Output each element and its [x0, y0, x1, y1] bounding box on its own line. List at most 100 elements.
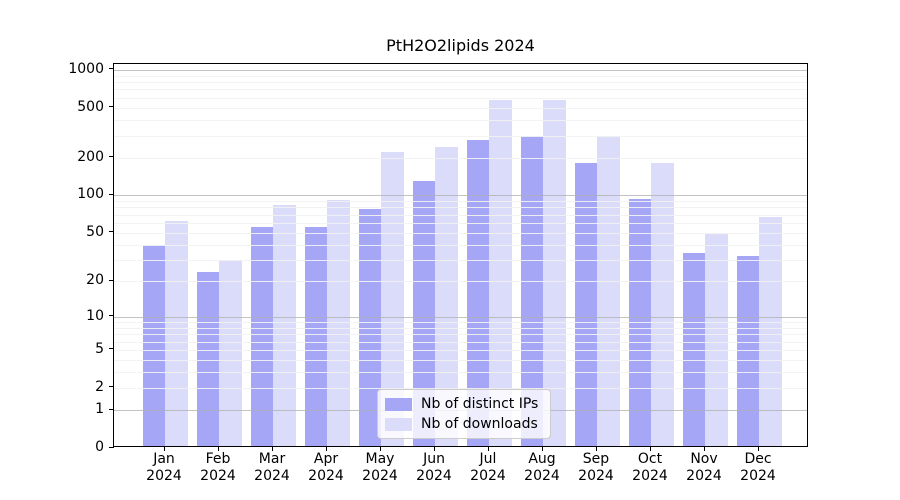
x-tick-label-may: May 2024: [362, 451, 398, 484]
plot-area: [113, 63, 808, 447]
x-tick-mark-aug: [541, 447, 543, 451]
bar-downloads-jan: [165, 220, 188, 446]
x-tick-mark-nov: [703, 447, 705, 451]
x-tick-mark-mar: [271, 447, 273, 451]
y-gridline-major-10: [114, 316, 807, 318]
legend-swatch-distinct-ips: [385, 397, 412, 411]
y-gridline-minor-9: [114, 321, 807, 323]
y-gridline-minor-2: [114, 387, 807, 389]
y-gridline-minor-8: [114, 327, 807, 329]
y-gridline-minor-600: [114, 97, 807, 99]
y-tick-label-5: 5: [95, 340, 104, 357]
y-gridline-minor-800: [114, 81, 807, 83]
bar-ips-sep: [574, 162, 597, 446]
y-gridline-minor-200: [114, 157, 807, 159]
y-gridline-major-1000: [114, 69, 807, 71]
y-gridline-minor-6: [114, 341, 807, 343]
bar-ips-aug: [520, 136, 543, 446]
y-tick-label-1: 1: [95, 401, 104, 417]
bar-ips-jan: [142, 245, 165, 446]
x-tick-label-jul: Jul 2024: [470, 451, 506, 484]
bar-downloads-jul: [489, 100, 512, 446]
y-tick-mark-0: [109, 446, 114, 448]
y-gridline-minor-900: [114, 75, 807, 77]
y-tick-label-1000: 1000: [68, 60, 104, 77]
y-gridline-minor-40: [114, 244, 807, 246]
y-tick-label-20: 20: [86, 272, 104, 289]
legend-swatch-downloads: [385, 417, 412, 431]
y-gridline-minor-3: [114, 372, 807, 374]
x-tick-mark-jan: [163, 447, 165, 451]
y-gridline-minor-300: [114, 135, 807, 137]
y-gridline-minor-700: [114, 89, 807, 91]
legend-item-downloads: Nb of downloads: [385, 416, 538, 432]
y-tick-label-200: 200: [77, 148, 104, 165]
y-gridline-minor-4: [114, 359, 807, 361]
x-tick-label-dec: Dec 2024: [740, 451, 776, 484]
x-tick-label-aug: Aug 2024: [524, 451, 560, 484]
x-tick-mark-feb: [217, 447, 219, 451]
x-tick-label-sep: Sep 2024: [578, 451, 614, 484]
y-gridline-minor-80: [114, 207, 807, 209]
x-tick-label-nov: Nov 2024: [686, 451, 722, 484]
y-gridline-minor-500: [114, 107, 807, 109]
x-tick-mark-may: [379, 447, 381, 451]
y-tick-mark-50: [109, 231, 114, 233]
legend: Nb of distinct IPs Nb of downloads: [377, 389, 552, 439]
y-gridline-minor-50: [114, 232, 807, 234]
y-gridline-minor-30: [114, 260, 807, 261]
bar-ips-dec: [736, 256, 759, 446]
y-tick-mark-20: [109, 279, 114, 281]
x-tick-mark-sep: [595, 447, 597, 451]
bar-downloads-jun: [435, 146, 458, 446]
y-tick-label-500: 500: [77, 98, 104, 115]
bar-downloads-aug: [543, 100, 566, 446]
bar-ips-nov: [682, 252, 705, 446]
y-tick-mark-2: [109, 386, 114, 388]
x-tick-mark-dec: [757, 447, 759, 451]
bar-downloads-feb: [219, 259, 242, 446]
y-gridline-minor-70: [114, 214, 807, 216]
bar-downloads-apr: [327, 200, 350, 446]
x-tick-label-apr: Apr 2024: [308, 451, 344, 484]
y-gridline-minor-5: [114, 349, 807, 351]
y-gridline-minor-90: [114, 201, 807, 202]
legend-label-downloads: Nb of downloads: [421, 416, 538, 432]
y-tick-mark-1000: [109, 68, 114, 70]
y-tick-mark-10: [109, 315, 114, 317]
x-tick-mark-oct: [649, 447, 651, 451]
y-tick-mark-500: [109, 106, 114, 108]
x-tick-label-mar: Mar 2024: [254, 451, 290, 484]
y-tick-mark-100: [109, 193, 114, 195]
y-tick-mark-200: [109, 156, 114, 158]
y-tick-label-10: 10: [86, 307, 104, 324]
bar-downloads-mar: [273, 205, 296, 446]
y-tick-mark-5: [109, 348, 114, 350]
y-gridline-major-100: [114, 195, 807, 197]
y-gridline-minor-7: [114, 334, 807, 336]
x-tick-label-oct: Oct 2024: [632, 451, 668, 484]
y-gridline-minor-400: [114, 119, 807, 121]
chart-title: PtH2O2lipids 2024: [386, 36, 535, 55]
y-gridline-minor-20: [114, 281, 807, 283]
bar-downloads-oct: [651, 162, 674, 446]
x-tick-label-jun: Jun 2024: [416, 451, 452, 484]
y-tick-mark-1: [109, 408, 114, 410]
x-tick-mark-jun: [433, 447, 435, 451]
y-tick-label-50: 50: [86, 223, 104, 240]
x-tick-label-feb: Feb 2024: [200, 451, 236, 484]
bar-ips-feb: [196, 272, 219, 446]
x-tick-mark-apr: [325, 447, 327, 451]
bar-downloads-dec: [759, 217, 782, 446]
legend-item-distinct-ips: Nb of distinct IPs: [385, 396, 538, 412]
x-tick-label-jan: Jan 2024: [146, 451, 182, 484]
legend-label-distinct-ips: Nb of distinct IPs: [421, 396, 539, 412]
y-tick-label-2: 2: [95, 378, 104, 395]
bar-ips-jul: [466, 140, 489, 446]
y-tick-label-0: 0: [95, 439, 104, 455]
y-gridline-minor-60: [114, 222, 807, 224]
bar-ips-may: [358, 208, 381, 446]
y-tick-label-100: 100: [77, 186, 104, 203]
x-tick-mark-jul: [487, 447, 489, 451]
bar-ips-jun: [412, 181, 435, 446]
